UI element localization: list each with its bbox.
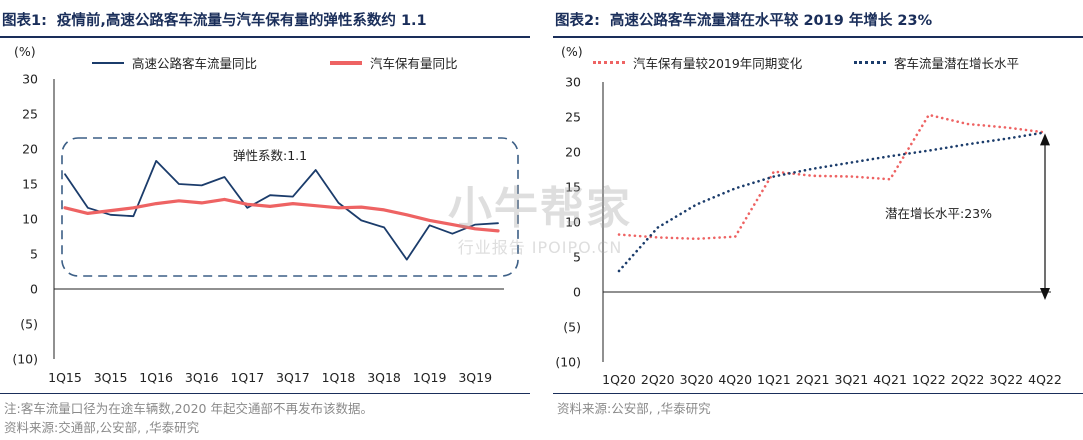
right-chart-x-tick-label: 1Q20 (602, 372, 636, 387)
left-legend-swatch-2 (330, 60, 362, 65)
left-chart-x-tick-label: 1Q19 (413, 370, 447, 385)
left-chart-x-tick-label: 3Q17 (276, 370, 310, 385)
right-chart-y-tick-label: 15 (565, 180, 581, 195)
right-source: 资料来源:公安部, ,华泰研究 (557, 401, 711, 416)
right-legend-label-2: 客车流量潜在增长水平 (894, 56, 1020, 71)
left-chart-y-tick-label: (10) (12, 352, 38, 367)
left-chart-y-tick-label: 5 (30, 247, 38, 262)
left-y-unit: (%) (14, 44, 36, 59)
right-chart-x-tick-label: 2Q21 (796, 372, 830, 387)
right-chart-y-tick-label: 0 (573, 285, 581, 300)
right-chart-x-tick-label: 4Q21 (873, 372, 907, 387)
right-chart-title-text: 高速公路客车流量潜在水平较 2019 年增长 23% (609, 13, 933, 29)
right-y-unit: (%) (561, 44, 583, 59)
left-chart-x-tick-label: 3Q16 (185, 370, 219, 385)
right-chart-y-tick-label: 25 (565, 110, 581, 125)
right-legend-item-2: 客车流量潜在增长水平 (854, 53, 1019, 72)
right-chart-x-tick-label: 1Q21 (757, 372, 791, 387)
left-legend-label-1: 高速公路客车流量同比 (132, 56, 258, 71)
right-chart-x-tick-label: 2Q22 (951, 372, 985, 387)
left-legend-item-2: 汽车保有量同比 (330, 53, 458, 72)
left-chart-series-1-line (64, 159, 499, 261)
right-legend-swatch-1 (593, 61, 625, 64)
left-legend-swatch-1 (92, 61, 124, 64)
left-chart-y-tick-label: 30 (22, 72, 38, 87)
left-chart-x-tick-label: 3Q18 (367, 370, 401, 385)
right-chart-x-tick-label: 1Q22 (912, 372, 946, 387)
right-chart-series-1-line (617, 113, 1047, 241)
left-chart-y-tick-label: 20 (22, 142, 38, 157)
left-chart-plot: 弹性系数:1.1 (10) (5) 0 5 10 15 20 25 30 1Q15 3Q15 1Q16… (12, 72, 519, 385)
right-chart-x-tick-label: 4Q22 (1028, 372, 1062, 387)
right-chart-title-label: 图表2: (555, 13, 600, 29)
right-chart-series-2-line (617, 131, 1047, 273)
right-legend-item-1: 汽车保有量较2019年同期变化 (593, 53, 802, 72)
left-source: 资料来源:交通部,公安部, ,华泰研究 (4, 420, 200, 435)
right-chart-x-tick-label: 2Q20 (641, 372, 675, 387)
left-chart-panel: 图表1: 疫情前,高速公路客车流量与汽车保有量的弹性系数约 1.1 (%) 高速公… (0, 0, 530, 440)
left-footer-rule (0, 393, 530, 394)
left-note: 注:客车流量口径为在途车辆数,2020 年起交通部不再发布该数据。 (4, 401, 373, 416)
right-chart-y-tick-label: 30 (565, 75, 581, 90)
left-chart-x-tick-label: 1Q17 (230, 370, 264, 385)
left-chart-x-tick-label: 3Q19 (458, 370, 492, 385)
left-chart-x-tick-label: 1Q18 (322, 370, 356, 385)
left-chart-title: 图表1: 疫情前,高速公路客车流量与汽车保有量的弹性系数约 1.1 (2, 9, 427, 30)
right-chart-x-tick-label: 3Q21 (835, 372, 869, 387)
right-chart-panel: 图表2: 高速公路客车流量潜在水平较 2019 年增长 23% (%) 汽车保有量… (553, 0, 1083, 440)
left-chart-y-tick-label: 25 (22, 107, 38, 122)
left-legend-label-2: 汽车保有量同比 (370, 56, 458, 71)
left-title-rule (0, 36, 530, 38)
gap-arrow-head-bottom (1040, 288, 1050, 300)
right-chart-y-tick-label: 5 (573, 250, 581, 265)
left-chart-y-tick-label: 0 (30, 282, 38, 297)
gap-arrow-head-top (1040, 133, 1050, 146)
right-title-rule (553, 36, 1083, 38)
elasticity-highlight-box (61, 137, 519, 277)
right-chart-x-tick-label: 4Q20 (718, 372, 752, 387)
left-chart-y-tick-label: 10 (22, 212, 38, 227)
left-chart-series-2-line (63, 197, 500, 233)
right-footer-rule (553, 393, 1083, 394)
right-chart-x-tick-label: 3Q20 (680, 372, 714, 387)
left-chart-title-label: 图表1: (2, 13, 47, 29)
right-chart-y-tick-label: 20 (565, 145, 581, 160)
left-chart-y-tick-label: 15 (22, 177, 38, 192)
right-chart-plot: 潜在增长水平:23% (10) (5) 0 5 10 15 20 25 30 1Q20 2Q20 3Q… (555, 75, 1062, 388)
left-chart-x-tick-label: 3Q15 (94, 370, 128, 385)
potential-growth-annotation: 潜在增长水平:23% (885, 206, 992, 221)
left-legend-item-1: 高速公路客车流量同比 (92, 53, 257, 72)
right-chart-y-tick-label: (5) (563, 320, 581, 335)
left-chart-x-tick-label: 1Q16 (139, 370, 173, 385)
right-chart-y-tick-label: 10 (565, 215, 581, 230)
left-chart-x-tick-label: 1Q15 (48, 370, 82, 385)
right-chart-x-tick-label: 3Q22 (989, 372, 1023, 387)
right-legend-swatch-2 (854, 61, 886, 64)
elasticity-annotation: 弹性系数:1.1 (233, 148, 307, 163)
left-chart-y-tick-label: (5) (20, 317, 38, 332)
left-chart-title-text: 疫情前,高速公路客车流量与汽车保有量的弹性系数约 1.1 (56, 13, 427, 29)
right-chart-title: 图表2: 高速公路客车流量潜在水平较 2019 年增长 23% (555, 9, 932, 30)
right-legend-label-1: 汽车保有量较2019年同期变化 (633, 56, 803, 71)
right-chart-y-tick-label: (10) (555, 355, 581, 370)
